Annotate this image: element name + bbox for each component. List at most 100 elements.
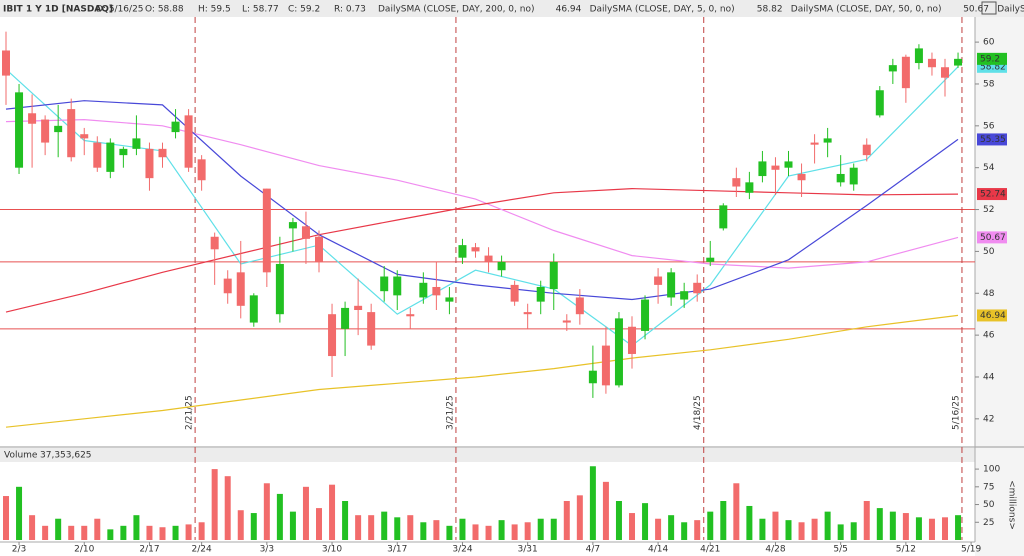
candle-body <box>145 148 154 179</box>
x-tick-label: 5/19 <box>961 545 981 555</box>
x-tick-label: 4/14 <box>648 545 668 555</box>
x-tick-label: 5/12 <box>896 545 916 555</box>
candle-body <box>810 142 819 145</box>
price-flag-label: 55.35 <box>980 135 1006 145</box>
price-flag <box>977 52 1007 65</box>
volume-bar <box>433 520 440 540</box>
y-tick-label: 56 <box>983 121 995 131</box>
volume-bar <box>863 501 870 540</box>
candle-body <box>406 314 415 317</box>
x-tick-label: 2/17 <box>139 545 159 555</box>
x-tick-label: 2/3 <box>12 545 26 555</box>
volume-unit: <millions> <box>1007 480 1017 530</box>
candle-body <box>354 305 363 311</box>
volume-bar <box>198 522 205 540</box>
menu-icon[interactable] <box>981 1 997 15</box>
study-value: 46.94 <box>556 5 582 15</box>
candle-body <box>380 276 389 292</box>
volume-bar <box>928 518 935 540</box>
study-name: DailySMA (CLOSE, DAY, 50, 0, no) <box>791 5 942 15</box>
v-line-label: 5/16/25 <box>951 395 961 430</box>
candle-body <box>836 173 845 183</box>
candle-body <box>301 226 310 239</box>
volume-bar <box>902 513 909 540</box>
x-tick-label: 3/3 <box>260 545 274 555</box>
volume-bar <box>524 522 531 540</box>
volume-bar <box>394 517 401 540</box>
volume-bar <box>107 529 114 540</box>
candle-body <box>80 134 89 139</box>
volume-bar <box>681 522 688 540</box>
x-tick-label: 4/7 <box>586 545 600 555</box>
candle-body <box>706 257 715 262</box>
candle-body <box>927 58 936 68</box>
v-line-label: 2/21/25 <box>185 395 195 430</box>
x-tick-label: 3/31 <box>518 545 538 555</box>
volume-bar <box>668 515 675 540</box>
x-tick-label: 4/28 <box>765 545 785 555</box>
candle-body <box>93 142 102 168</box>
volume-bar <box>185 524 192 540</box>
candle-body <box>510 284 519 302</box>
study-name: DailySMA (CLOSE, DAY, 200, 0, no) <box>378 5 534 15</box>
volume-bar <box>720 501 727 540</box>
volume-bar <box>68 525 75 540</box>
candle-body <box>497 261 506 271</box>
price-flag-label: 52.74 <box>980 190 1006 200</box>
volume-bar <box>211 469 218 540</box>
volume-bar <box>955 515 962 540</box>
candle-body <box>536 286 545 302</box>
volume-bar <box>876 508 883 540</box>
candle-body <box>667 272 676 298</box>
volume-bar <box>146 525 153 540</box>
sma-line <box>5 118 959 269</box>
volume-bar <box>316 508 323 540</box>
volume-bar <box>655 518 662 540</box>
volume-bar <box>759 518 766 540</box>
vol-tick-label: 75 <box>983 482 994 492</box>
volume-bar <box>342 501 349 540</box>
x-tick-label: 2/24 <box>192 545 212 555</box>
y-tick-label: 50 <box>983 247 995 257</box>
price-flag-label: 58.82 <box>980 62 1006 72</box>
volume-bar <box>733 483 740 540</box>
candle-body <box>432 286 441 296</box>
price-flag <box>977 231 1007 244</box>
study-name: DailySMA (CLOSE, DAY, 100, 0, no) <box>997 5 1024 15</box>
x-tick-label: 3/24 <box>452 545 472 555</box>
candle-body <box>445 297 454 302</box>
volume-bar <box>329 484 336 540</box>
candle-body <box>328 314 337 357</box>
volume-bar <box>159 527 166 540</box>
candle-body <box>771 165 780 170</box>
y-tick-label: 58 <box>983 79 995 89</box>
volume-bar <box>472 524 479 540</box>
volume-bar <box>642 503 649 540</box>
volume-bar <box>81 525 88 540</box>
volume-bar <box>381 511 388 540</box>
volume-bar <box>172 525 179 540</box>
candle-body <box>641 299 650 331</box>
candle-body <box>523 312 532 315</box>
volume-bar <box>355 515 362 540</box>
y-tick-label: 48 <box>983 289 995 299</box>
candle-body <box>745 182 754 193</box>
candle-body <box>914 48 923 64</box>
volume-bar <box>942 517 949 540</box>
candle-body <box>171 121 180 133</box>
candle-body <box>680 291 689 300</box>
vol-tick-label: 100 <box>983 465 1000 475</box>
candle-body <box>393 276 402 296</box>
candle-body <box>549 261 558 290</box>
price-flag <box>977 133 1007 146</box>
volume-bar <box>772 511 779 540</box>
candle-body <box>575 297 584 315</box>
study-value: 58.82 <box>757 5 783 15</box>
x-tick-label: 5/5 <box>833 545 847 555</box>
x-tick-label: 2/10 <box>74 545 94 555</box>
candle-body <box>719 205 728 229</box>
volume-bar <box>576 495 583 540</box>
volume-bar <box>694 520 701 540</box>
candle-body <box>1 50 10 76</box>
